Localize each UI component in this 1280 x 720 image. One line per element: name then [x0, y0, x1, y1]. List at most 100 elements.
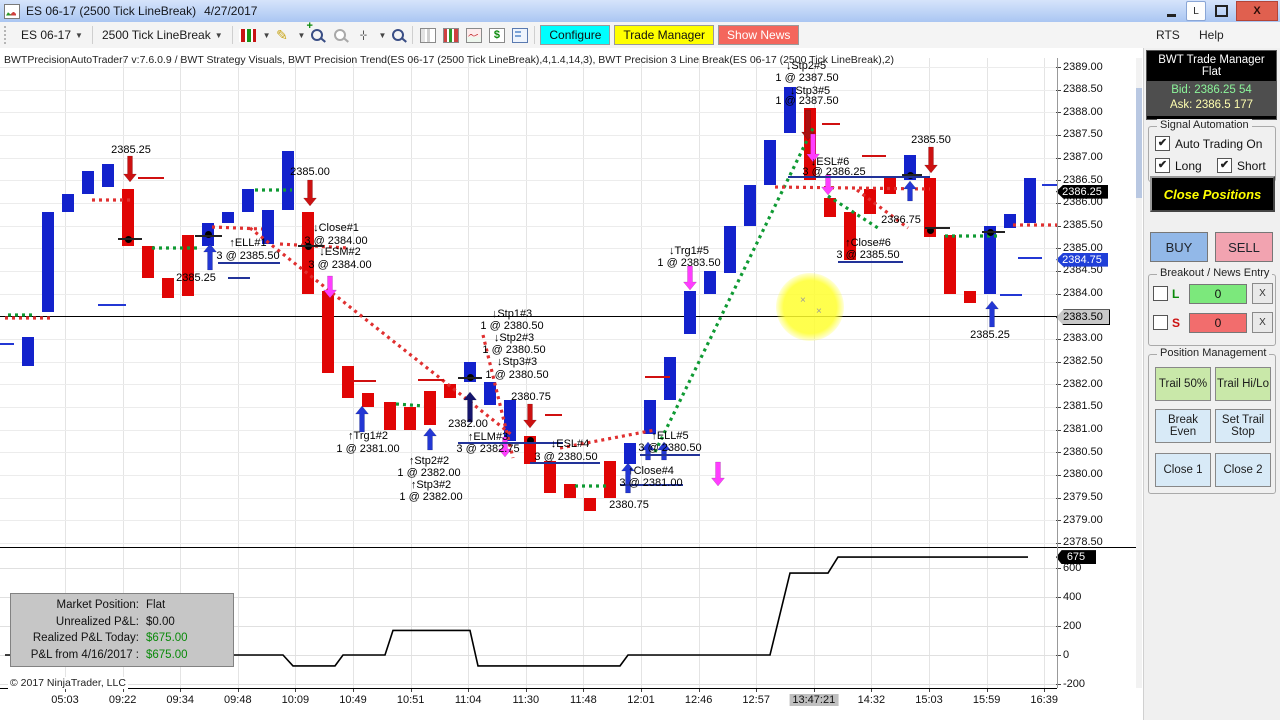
- gridline-vertical: [65, 58, 66, 688]
- separator: [231, 26, 233, 44]
- checkbox-checked-icon[interactable]: ✔: [1155, 158, 1170, 173]
- candlestick-icon[interactable]: [238, 28, 256, 42]
- trade-annotation: 2380.75: [609, 499, 649, 511]
- breakout-short-checkbox[interactable]: [1153, 315, 1168, 330]
- period-selector[interactable]: 2500 Tick LineBreak ▼: [96, 25, 229, 45]
- dotted-trend-line: [827, 194, 879, 230]
- marker-line: [1018, 257, 1042, 259]
- marker-line: [545, 414, 562, 416]
- trade-annotation: ↓ESL#6: [810, 156, 850, 168]
- sell-button[interactable]: SELL: [1215, 232, 1273, 262]
- indicator-icon[interactable]: [465, 27, 482, 43]
- marker-line: [838, 261, 903, 263]
- set-trail-stop-button[interactable]: Set Trail Stop: [1215, 409, 1271, 443]
- trade-manager-button[interactable]: Trade Manager: [614, 25, 715, 45]
- breakout-long-clear-button[interactable]: X: [1252, 283, 1273, 304]
- breakout-long-checkbox[interactable]: [1153, 286, 1168, 301]
- pnl-value: $675.00: [146, 632, 188, 644]
- menu-rts[interactable]: RTS: [1156, 28, 1180, 42]
- gridline-vertical: [237, 58, 239, 688]
- time-axis-tick: [122, 688, 124, 692]
- form-icon[interactable]: [511, 27, 528, 43]
- chart-panel-icon[interactable]: [442, 27, 459, 43]
- price-axis-tick: [1056, 134, 1061, 136]
- pencil-icon[interactable]: ✎: [276, 26, 288, 43]
- gridline-horizontal: [0, 270, 1057, 272]
- instrument-selector[interactable]: ES 06-17 ▼: [15, 25, 89, 45]
- price-axis-tick: [1056, 270, 1061, 272]
- configure-button[interactable]: Configure: [540, 25, 611, 45]
- long-checkbox-row[interactable]: ✔ Long: [1155, 158, 1217, 173]
- gridline-vertical: [583, 58, 585, 688]
- price-bar: [924, 178, 936, 237]
- trade-annotation: 1 @ 2380.50: [480, 320, 544, 332]
- pnl-info-box: Market Position: Flat Unrealized P&L: $0.0…: [10, 593, 234, 667]
- trade-annotation: 3 @ 2382.75: [456, 443, 520, 455]
- window-title-date: 4/27/2017: [204, 4, 258, 18]
- close-button[interactable]: X: [1236, 1, 1278, 21]
- data-series-icon[interactable]: [419, 27, 436, 43]
- price-bar: [844, 212, 856, 260]
- price-bar: [604, 461, 616, 498]
- scrollbar-thumb[interactable]: [1136, 88, 1142, 198]
- marker-line: [620, 484, 683, 486]
- trail-50-button[interactable]: Trail 50%: [1155, 367, 1211, 401]
- close-2-button[interactable]: Close 2: [1215, 453, 1271, 487]
- minimize-button[interactable]: [1158, 2, 1184, 20]
- breakout-long-qty-input[interactable]: 0: [1189, 283, 1247, 304]
- checkbox-checked-icon[interactable]: ✔: [1217, 158, 1232, 173]
- position-management-group: Position Management Trail 50% Trail Hi/L…: [1148, 347, 1276, 494]
- gridline-horizontal: [0, 134, 1057, 136]
- magnifier-icon[interactable]: [389, 27, 406, 43]
- price-bar: [664, 357, 676, 401]
- signal-arrow-up: [422, 427, 438, 451]
- breakout-news-entry-group: Breakout / News Entry L 0 X S 0 X: [1148, 267, 1276, 346]
- trade-annotation: 3 @ 2381.00: [619, 477, 683, 489]
- time-axis-tick: [871, 688, 873, 692]
- link-button[interactable]: L: [1186, 1, 1206, 21]
- trade-annotation: 2385.25: [176, 272, 216, 284]
- time-axis-line: [0, 688, 1057, 689]
- buy-button[interactable]: BUY: [1150, 232, 1208, 262]
- time-axis-tick: [468, 688, 470, 692]
- marker-line: [195, 235, 222, 237]
- toolbar-grip[interactable]: [4, 26, 11, 44]
- pnl-axis-label: 600: [1063, 561, 1082, 574]
- time-axis-label: 09:48: [224, 694, 252, 706]
- menu-help[interactable]: Help: [1199, 28, 1224, 42]
- close-positions-button[interactable]: Close Positions: [1150, 176, 1275, 212]
- price-axis-label: 2387.00: [1063, 151, 1103, 164]
- gridline-vertical: [122, 58, 124, 688]
- marker-line: [228, 277, 250, 279]
- time-axis-tick: [698, 688, 700, 692]
- price-axis-label: 2379.00: [1063, 513, 1103, 526]
- show-news-button[interactable]: Show News: [718, 25, 800, 45]
- dollar-icon[interactable]: $: [488, 27, 505, 43]
- break-even-button[interactable]: Break Even: [1155, 409, 1211, 443]
- breakout-short-clear-button[interactable]: X: [1252, 312, 1273, 333]
- gridline-vertical: [929, 58, 930, 688]
- checkbox-checked-icon[interactable]: ✔: [1155, 136, 1170, 151]
- price-bar: [444, 384, 456, 398]
- trail-hilo-button[interactable]: Trail Hi/Lo: [1215, 367, 1271, 401]
- zoom-in-icon[interactable]: +: [306, 20, 325, 43]
- dotted-trend-line: [559, 428, 656, 450]
- price-bar: [22, 336, 34, 367]
- auto-trading-checkbox-row[interactable]: ✔ Auto Trading On: [1155, 136, 1275, 151]
- gridline-horizontal: [0, 429, 1057, 431]
- chevron-down-icon: ▼: [75, 30, 83, 40]
- signal-arrow-down: [322, 275, 338, 299]
- crosshair-icon[interactable]: -¦-: [359, 29, 367, 41]
- price-axis-line: [1057, 58, 1058, 688]
- zoom-out-icon[interactable]: [331, 27, 348, 43]
- trade-annotation: ↑Trg1#2: [348, 430, 388, 442]
- gridline-horizontal: [0, 202, 1057, 204]
- breakout-short-qty-input[interactable]: 0: [1189, 312, 1247, 333]
- window-title: ES 06-17 (2500 Tick LineBreak): [26, 4, 197, 18]
- signal-arrow-down: [522, 403, 538, 429]
- trade-annotation: ↓Stp2#5: [785, 60, 827, 72]
- maximize-button[interactable]: [1208, 2, 1234, 20]
- short-checkbox-row[interactable]: ✔ Short: [1217, 158, 1266, 173]
- close-1-button[interactable]: Close 1: [1155, 453, 1211, 487]
- time-axis-label: 15:03: [915, 694, 943, 706]
